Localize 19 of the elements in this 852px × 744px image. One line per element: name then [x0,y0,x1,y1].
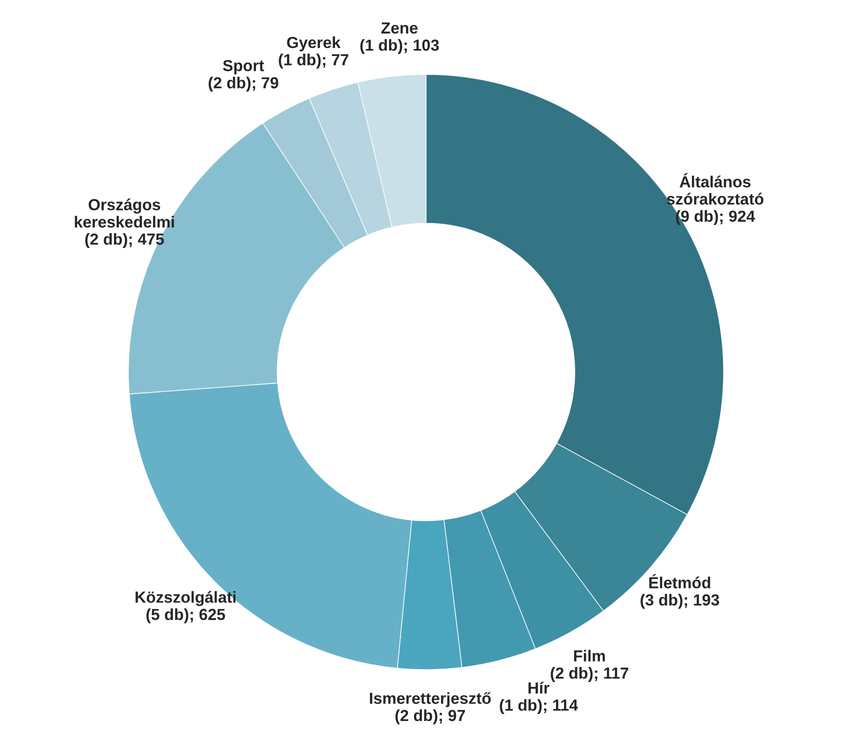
slice-label: Általános szórakoztató [666,173,764,205]
slice-label: Ismeretterjesztő [370,692,491,708]
slice-label: Gyerek [287,36,341,52]
data-label: (3 db); 193 [640,594,720,609]
slice-label: Zene [381,22,418,34]
slice-label: Hír [528,682,550,694]
data-label: (2 db); 79 [208,76,278,92]
data-label: (1 db); 114 [500,699,578,714]
slice-label: Film [574,650,605,662]
data-label: (5 db); 625 [146,608,226,624]
slice-label: Közszolgálati [136,590,236,606]
data-label: (2 db); 97 [395,709,465,724]
slice-label: Életmód [649,574,710,588]
data-label: (2 db); 475 [85,233,164,248]
slice-label: Sport [222,60,264,74]
data-label: (1 db); 103 [360,39,439,54]
slice-label: Országos kereskedelmi [74,198,174,228]
data-label: (1 db); 77 [278,54,348,69]
data-label: (2 db); 117 [550,667,628,682]
